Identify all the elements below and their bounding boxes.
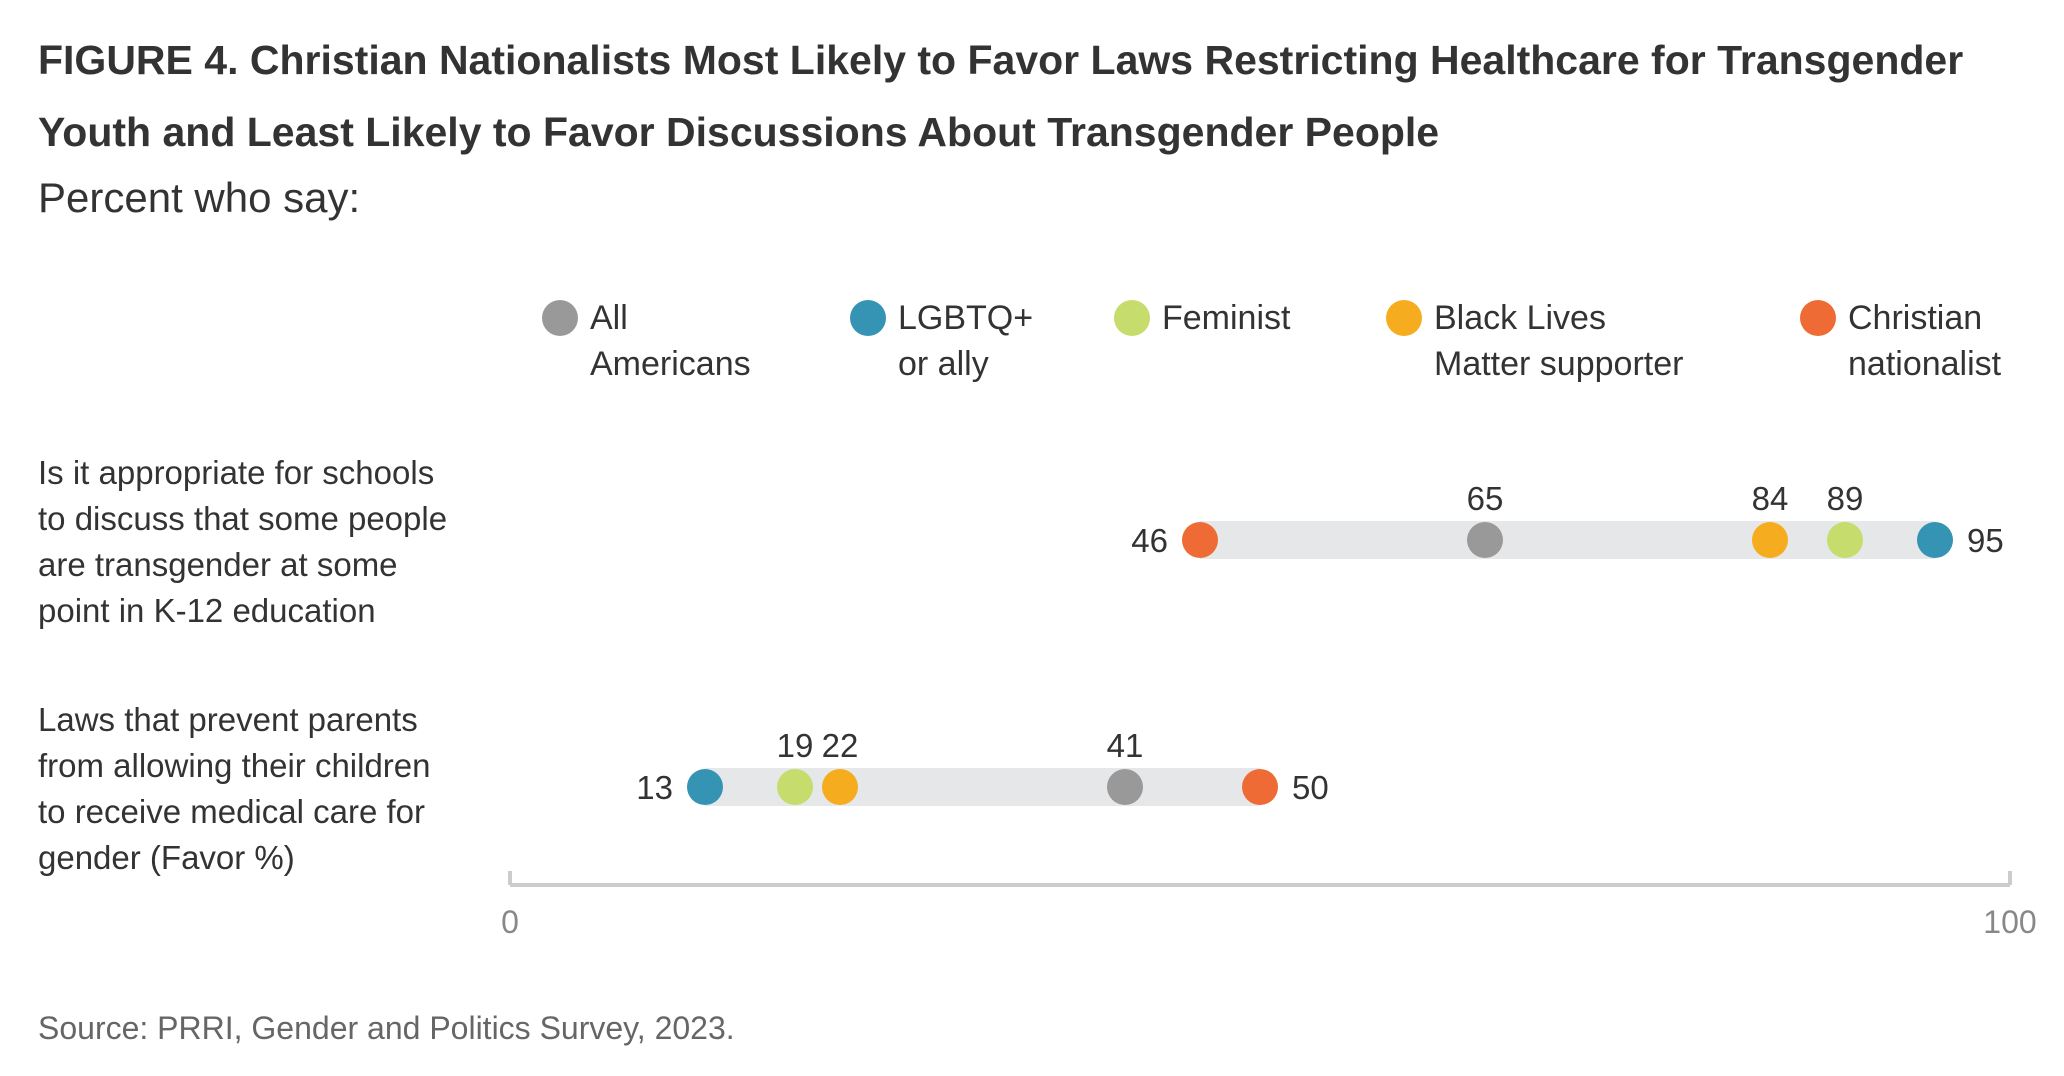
- legend-swatch: [1114, 300, 1150, 336]
- question-line: from allowing their children: [38, 747, 431, 784]
- legend-label: All: [590, 299, 628, 337]
- legend-swatch: [542, 300, 578, 336]
- chart-title: FIGURE 4. Christian Nationalists Most Li…: [38, 37, 1964, 155]
- legend-label: Matter supporter: [1434, 345, 1683, 383]
- data-point: [687, 769, 723, 805]
- data-label: 89: [1827, 480, 1864, 517]
- legend-label: Americans: [590, 345, 751, 383]
- legend-label: LGBTQ+: [898, 299, 1033, 337]
- question-line: point in K-12 education: [38, 592, 376, 629]
- data-point: [1467, 522, 1503, 558]
- data-point: [1917, 522, 1953, 558]
- data-label: 95: [1967, 522, 2004, 559]
- legend-swatch: [850, 300, 886, 336]
- question-label-medical-care-laws: Laws that prevent parents from allowing …: [38, 697, 538, 881]
- legend-label: or ally: [898, 345, 989, 383]
- legend-swatch: [1800, 300, 1836, 336]
- data-label: 50: [1292, 769, 1329, 806]
- data-label: 19: [777, 727, 814, 764]
- question-line: Is it appropriate for schools: [38, 454, 435, 491]
- chart-subtitle: Percent who say:: [38, 174, 361, 221]
- legend-label: nationalist: [1848, 345, 2002, 383]
- legend-swatch: [1386, 300, 1422, 336]
- data-point: [777, 769, 813, 805]
- data-point: [1827, 522, 1863, 558]
- question-line: gender (Favor %): [38, 839, 295, 876]
- x-tick-label: 100: [1983, 904, 2036, 940]
- legend-label: Christian: [1848, 299, 1982, 337]
- question-line: are transgender at some: [38, 546, 398, 583]
- legend-label: Black Lives: [1434, 299, 1606, 337]
- data-label: 22: [822, 727, 859, 764]
- question-line: to discuss that some people: [38, 500, 448, 537]
- x-tick-label: 0: [501, 904, 519, 940]
- data-point: [1107, 769, 1143, 805]
- question-label-schools: Is it appropriate for schools to discuss…: [38, 450, 538, 634]
- data-label: 65: [1467, 480, 1504, 517]
- data-point: [1752, 522, 1788, 558]
- legend-label: Feminist: [1162, 299, 1291, 337]
- question-line: to receive medical care for: [38, 793, 425, 830]
- data-point: [1182, 522, 1218, 558]
- data-point: [1242, 769, 1278, 805]
- question-line: Laws that prevent parents: [38, 701, 418, 738]
- source-note: Source: PRRI, Gender and Politics Survey…: [38, 1010, 735, 1046]
- data-label: 13: [636, 769, 673, 806]
- data-label: 84: [1752, 480, 1789, 517]
- data-label: 41: [1107, 727, 1144, 764]
- data-label: 46: [1131, 522, 1168, 559]
- data-point: [822, 769, 858, 805]
